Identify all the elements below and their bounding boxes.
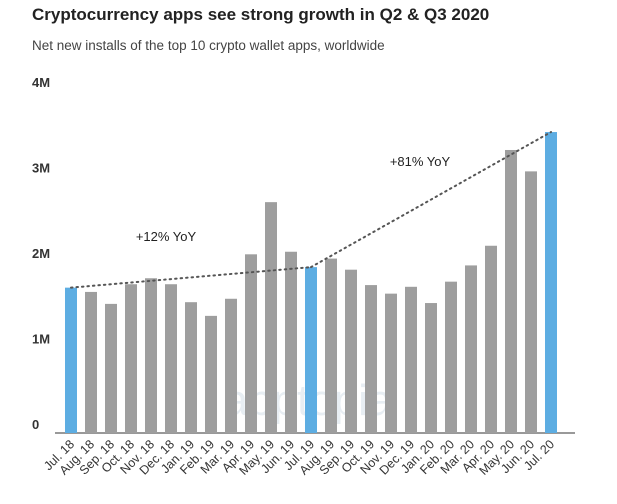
annotation: +12% YoY [136,229,197,244]
bar [485,245,497,433]
bar [445,281,457,433]
bar [65,287,77,433]
chart-title: Cryptocurrency apps see strong growth in… [32,5,489,24]
bar [405,286,417,433]
y-tick-label: 1M [32,332,50,347]
bar [205,315,217,433]
bar [525,171,537,433]
y-tick-label: 3M [32,161,50,176]
annotation: +81% YoY [390,154,451,169]
bar [325,258,337,433]
bar [125,284,137,433]
bar [105,303,117,433]
bar [305,267,317,433]
bar [385,293,397,433]
bar [225,298,237,433]
y-tick-label: 0 [32,417,39,432]
bar [425,303,437,433]
y-tick-label: 4M [32,75,50,90]
trend-line [310,131,552,269]
bar [545,132,557,434]
bar [465,265,477,433]
bar [265,202,277,433]
bar [185,302,197,433]
bar [165,284,177,433]
bar [505,149,517,433]
y-tick-label: 2M [32,246,50,261]
bar [365,285,377,433]
bar [345,269,357,433]
bar [285,251,297,433]
trend-line [70,266,312,289]
bar [245,254,257,433]
chart-subtitle: Net new installs of the top 10 crypto wa… [32,38,385,53]
bar [145,278,157,433]
bar [85,291,97,433]
